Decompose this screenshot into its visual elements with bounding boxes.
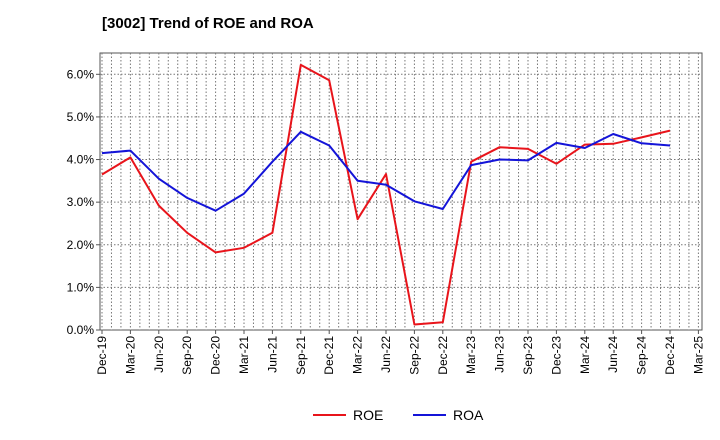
x-tick-label: Sep-24 (635, 336, 649, 375)
y-tick-label: 6.0% (67, 67, 95, 81)
y-tick-label: 2.0% (67, 238, 95, 252)
legend: ROE ROA (313, 407, 484, 423)
gridlines (100, 53, 702, 330)
y-tick-label: 0.0% (67, 323, 95, 337)
x-tick-label: Mar-24 (578, 336, 592, 374)
x-tick-label: Dec-19 (95, 336, 109, 375)
series-line-roe (101, 63, 671, 326)
y-axis: 0.0% 1.0% 2.0% 3.0% 4.0% 5.0% 6.0% (67, 67, 100, 337)
x-tick-label: Jun-23 (493, 336, 507, 373)
x-tick-label: Dec-24 (663, 336, 677, 375)
x-tick-label: Mar-23 (464, 336, 478, 374)
x-tick-label: Dec-20 (209, 336, 223, 375)
x-tick-label: Dec-23 (549, 336, 563, 375)
x-tick-label: Dec-21 (322, 336, 336, 375)
x-tick-label: Sep-23 (521, 336, 535, 375)
plot-frame (99, 52, 703, 331)
x-tick-label: Jun-22 (379, 336, 393, 373)
x-axis: Dec-19 Mar-20 Jun-20 Sep-20 Dec-20 Mar-21 Jun-… (95, 330, 705, 375)
legend-label-roa: ROA (453, 407, 484, 423)
y-tick-label: 4.0% (67, 153, 95, 167)
series-line-roa (101, 130, 671, 212)
x-tick-label: Sep-21 (294, 336, 308, 375)
series-lines (101, 63, 671, 326)
y-tick-label: 5.0% (67, 110, 95, 124)
chart-title: [3002] Trend of ROE and ROA (102, 15, 314, 32)
x-tick-label: Mar-20 (123, 336, 137, 374)
x-tick-label: Mar-22 (351, 336, 365, 374)
y-tick-label: 1.0% (67, 280, 95, 294)
x-tick-label: Mar-21 (237, 336, 251, 374)
x-tick-label: Sep-20 (180, 336, 194, 375)
x-tick-label: Sep-22 (407, 336, 421, 375)
x-tick-label: Jun-24 (606, 336, 620, 373)
legend-label-roe: ROE (353, 407, 383, 423)
x-tick-label: Dec-22 (436, 336, 450, 375)
x-tick-label: Jun-21 (265, 336, 279, 373)
x-tick-label: Mar-25 (691, 336, 705, 374)
y-tick-label: 3.0% (67, 195, 95, 209)
x-tick-label: Jun-20 (152, 336, 166, 373)
